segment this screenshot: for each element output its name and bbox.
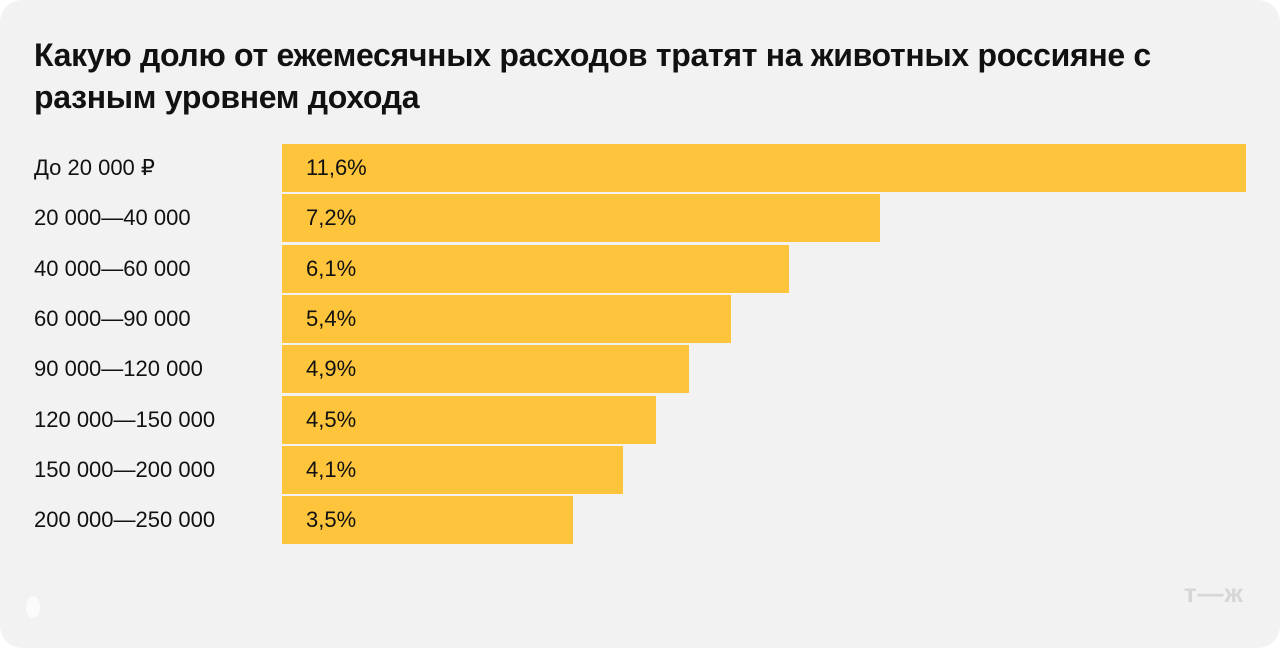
value-label: 4,9%: [306, 356, 357, 382]
category-label: 60 000—90 000: [34, 305, 191, 331]
category-label: 120 000—150 000: [34, 406, 216, 432]
bar: [282, 244, 789, 293]
logo: т—ж: [1183, 578, 1244, 608]
bar: [282, 395, 656, 444]
chart-title: Какую долю от ежемесячных расходов тратя…: [34, 37, 1151, 115]
value-label: 3,5%: [306, 507, 357, 533]
bar: [282, 345, 690, 394]
category-label: До 20 000 ₽: [34, 155, 155, 180]
value-label: 6,1%: [306, 255, 357, 281]
value-label: 11,6%: [306, 155, 367, 180]
category-label: 150 000—200 000: [34, 456, 216, 482]
category-label: 20 000—40 000: [34, 205, 191, 231]
bar: [282, 445, 623, 494]
bar: [282, 294, 731, 343]
bar: [282, 144, 1246, 192]
category-label: 90 000—120 000: [34, 356, 203, 382]
bar: [282, 194, 881, 243]
category-label: 40 000—60 000: [34, 255, 191, 281]
value-label: 4,5%: [306, 406, 357, 432]
value-label: 4,1%: [306, 456, 357, 482]
category-label: 200 000—250 000: [34, 507, 216, 533]
watermark-icon: [26, 596, 40, 618]
value-label: 7,2%: [306, 205, 357, 231]
bar: [282, 496, 573, 545]
value-label: 5,4%: [306, 305, 357, 331]
